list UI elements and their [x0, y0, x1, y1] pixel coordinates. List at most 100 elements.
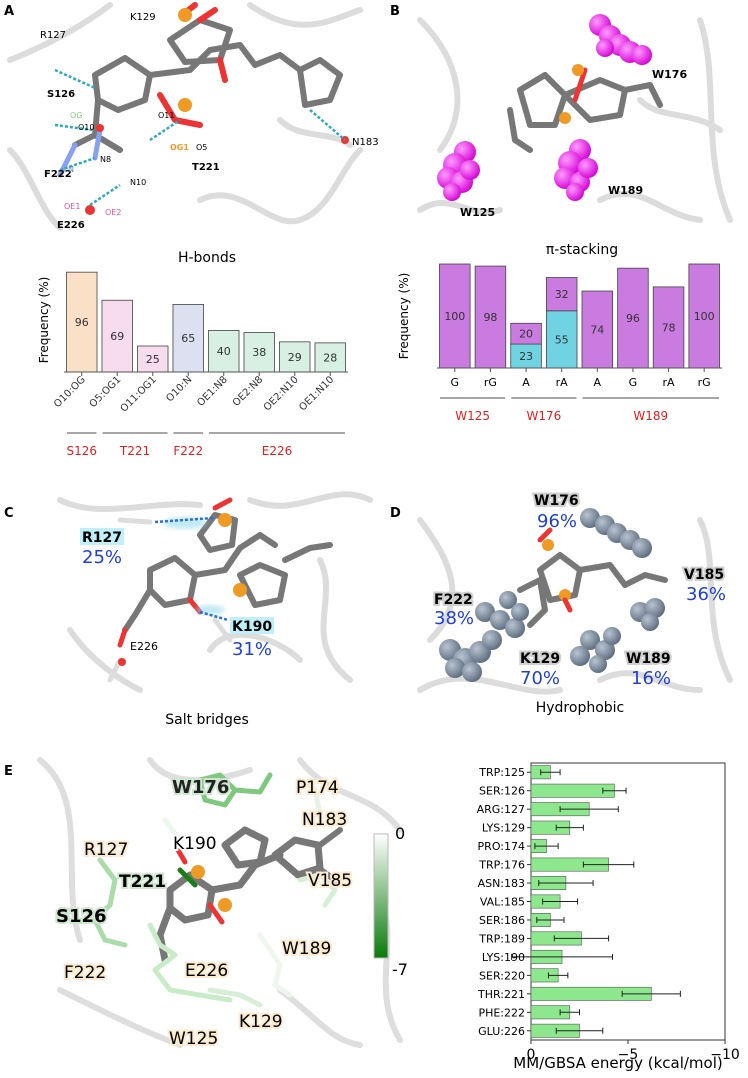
- colorbar-max-label: 0: [395, 824, 405, 843]
- y-tick-label: TRP:176: [478, 859, 525, 872]
- residue-label-w189-d: W189: [626, 651, 671, 667]
- atom-label-o5: O5: [196, 143, 207, 152]
- y-tick-label: THR:221: [477, 988, 525, 1001]
- bar-pistack-magenta-0: [439, 263, 471, 369]
- protein-cartoon-a: [7, 2, 363, 231]
- x-tick-label: rA: [556, 376, 569, 389]
- atom-label-n8: N8: [100, 155, 111, 164]
- bar-hbond-7: [314, 342, 346, 373]
- caption-hydrophobic: Hydrophobic: [536, 700, 625, 716]
- group-label: S126: [66, 444, 97, 458]
- colorbar-min-label: -7: [392, 960, 408, 979]
- caption-pi-stacking: π-stacking: [546, 242, 618, 258]
- protein-cartoon-d: [417, 517, 733, 695]
- panel-c: C R127 25% K190 31%: [4, 491, 373, 728]
- x-tick-label: −10: [710, 1047, 740, 1063]
- residue-label-r127: R127: [40, 30, 66, 41]
- magenta-residue-w176: [589, 14, 652, 65]
- y-tick-label: TRP:125: [478, 766, 525, 779]
- percent-f222: 38%: [434, 608, 474, 629]
- y-tick-label: VAL:185: [480, 896, 525, 909]
- bar-value-label: 29: [288, 351, 302, 364]
- steel-residue-w176: [580, 508, 652, 558]
- percent-w176: 96%: [537, 511, 577, 532]
- residue-label-w176-b: W176: [652, 68, 687, 81]
- bar-hbond-2: [137, 345, 169, 373]
- residue-label-k129-e: K129: [239, 1012, 283, 1032]
- salt-bridge-glow-k190: [195, 605, 225, 615]
- bar-value-label: 100: [694, 310, 715, 323]
- residue-label-n183-e: N183: [302, 810, 347, 830]
- panel-letter-e: E: [4, 764, 13, 779]
- x-tick-label: A: [594, 376, 602, 389]
- y-tick-label: ARG:127: [477, 803, 525, 816]
- x-tick-label: O11:OG1: [119, 374, 159, 414]
- y-axis-label: Frequency (%): [397, 273, 411, 360]
- x-tick-label: O10:OG: [52, 374, 88, 410]
- chart-hbonds: 96 O10:OG 69 O5:OG1 25 O11:OG1 65 O10:N 40 OE1:N8…: [37, 271, 348, 458]
- bar-hbond-6: [279, 341, 311, 373]
- residue-label-v185-d: V185: [684, 567, 724, 583]
- group-label: W189: [633, 409, 668, 423]
- residue-label-w125-b: W125: [460, 206, 495, 219]
- residue-label-p174-e: P174: [296, 778, 339, 798]
- x-tick-label: 0: [527, 1047, 536, 1063]
- y-tick-label: ASN:183: [478, 877, 525, 890]
- panel-b: B W176 W125: [390, 4, 733, 258]
- group-label: F222: [173, 444, 203, 458]
- highlight-k190: [230, 617, 274, 634]
- hbond-lines-a: [54, 68, 346, 207]
- x-axis-label: MM/GBSA energy (kcal/mol): [513, 1054, 722, 1072]
- bar-hbond-1: [101, 299, 133, 373]
- steel-residue-k129: [439, 630, 502, 682]
- bar-value-label: 78: [662, 321, 676, 334]
- percent-r127: 25%: [82, 547, 122, 568]
- y-tick-label: SER:186: [479, 914, 525, 927]
- magenta-residue-w189: [554, 139, 598, 201]
- residue-label-v185-e: V185: [308, 871, 352, 891]
- panel-letter-c: C: [4, 506, 14, 521]
- percent-v185: 36%: [686, 584, 726, 605]
- bar-value-label: 38: [252, 346, 266, 359]
- bar-value-label: 28: [323, 351, 337, 364]
- bar-value-label: 100: [444, 310, 465, 323]
- y-tick-label: SER:220: [479, 969, 525, 982]
- bar-value-label: 40: [217, 345, 231, 358]
- panel-e: E: [4, 757, 408, 1051]
- x-tick-label: −5: [618, 1047, 639, 1063]
- panel-letter-d: D: [390, 506, 401, 521]
- bar-value-label: 96: [75, 316, 89, 329]
- bar-value-label: 96: [626, 312, 640, 325]
- green-residues-e: [92, 772, 338, 1008]
- residue-label-n183: N183: [352, 137, 379, 148]
- atom-label-o10: O10: [78, 123, 94, 132]
- percent-k129: 70%: [520, 668, 560, 689]
- residue-label-f222: F222: [44, 169, 72, 180]
- y-axis-label: Frequency (%): [37, 277, 51, 364]
- steel-residue-v185: [630, 598, 665, 631]
- x-tick-label: A: [522, 376, 530, 389]
- bar-value-label: 20: [519, 328, 533, 341]
- bar-value-label: 25: [146, 353, 160, 366]
- bar-value-label: 74: [590, 324, 604, 337]
- bar-pistack-magenta-3: [545, 277, 578, 312]
- x-tick-label: OE2:N8: [231, 374, 265, 408]
- y-tick-label: TRP:189: [478, 932, 525, 945]
- atom-label-og1: OG1: [170, 143, 189, 152]
- residue-label-w189-e: W189: [282, 939, 331, 959]
- ligand-e: [156, 826, 343, 964]
- x-tick-label: G: [451, 376, 460, 389]
- x-tick-label: rG: [484, 376, 497, 389]
- group-label: W176: [526, 409, 561, 423]
- y-tick-label: SER:126: [479, 785, 525, 798]
- highlight-r127: [80, 528, 124, 545]
- bar-value-label: 55: [555, 333, 569, 346]
- residue-label-w125-e: W125: [169, 1029, 218, 1049]
- atom-label-n: N: [68, 165, 74, 174]
- ligand-c: [107, 497, 333, 683]
- y-tick-label: LYS:190: [482, 951, 525, 964]
- x-tick-label: O5:OG1: [88, 374, 124, 410]
- bar-value-label: 65: [181, 332, 195, 345]
- group-label: E226: [262, 444, 293, 458]
- residue-label-s126: S126: [47, 89, 75, 100]
